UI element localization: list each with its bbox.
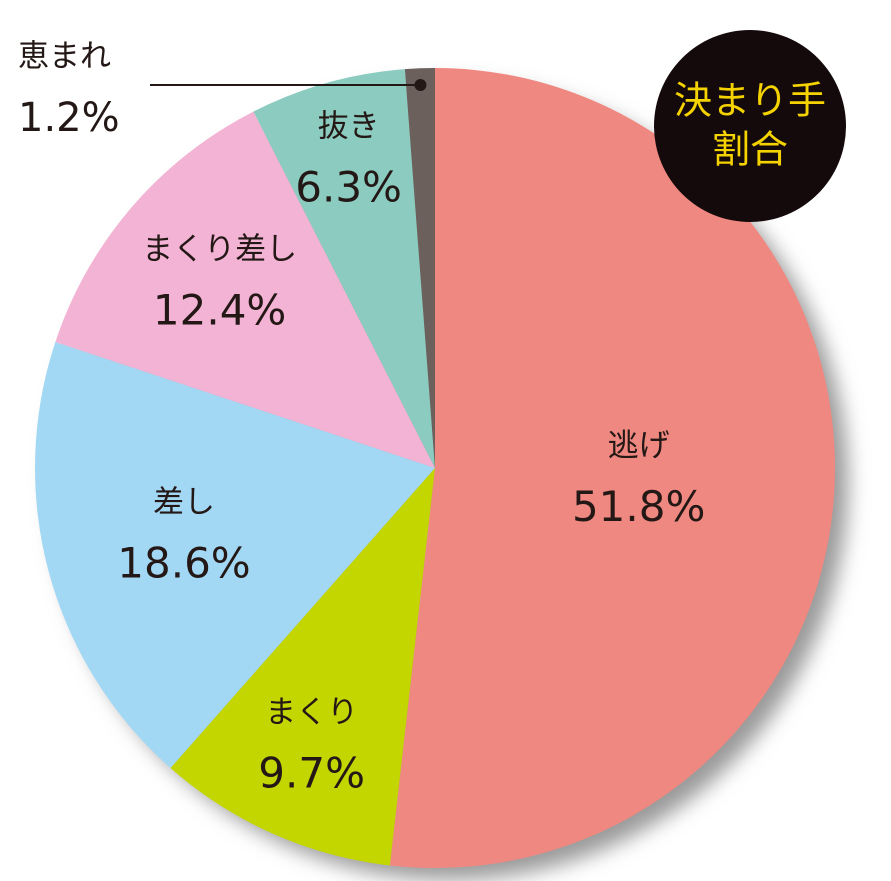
- chart-title: 決まり手: [674, 79, 826, 123]
- value-label: 1.2%: [18, 95, 120, 141]
- category-label: 抜き: [318, 108, 380, 144]
- value-label: 18.6%: [117, 538, 250, 587]
- category-label: 恵まれ: [18, 39, 111, 75]
- pie-slice: [404, 68, 435, 468]
- pie-slice: [253, 69, 435, 468]
- value-label: 6.3%: [295, 162, 402, 211]
- chart-title: 割合: [712, 128, 788, 172]
- labels: 逃げ 51.8% まくり 9.7% 差し 18.6% まくり差し 12.4% 抜き 6.3% 恵まれ…: [18, 39, 705, 798]
- pie-slice: [389, 68, 836, 869]
- category-label: まくり: [265, 694, 358, 730]
- leader-dot: [414, 79, 427, 91]
- pie-slice: [170, 468, 435, 866]
- value-label: 12.4%: [153, 285, 286, 334]
- value-label: 51.8%: [572, 482, 705, 531]
- category-label: まくり差し: [142, 231, 297, 267]
- pie-slice: [55, 111, 435, 469]
- pie-slice: [34, 342, 435, 769]
- category-label: 逃げ: [608, 428, 670, 464]
- title-badge: [654, 30, 846, 222]
- category-label: 差し: [153, 484, 215, 520]
- value-label: 9.7%: [258, 748, 365, 797]
- pie: [34, 68, 836, 869]
